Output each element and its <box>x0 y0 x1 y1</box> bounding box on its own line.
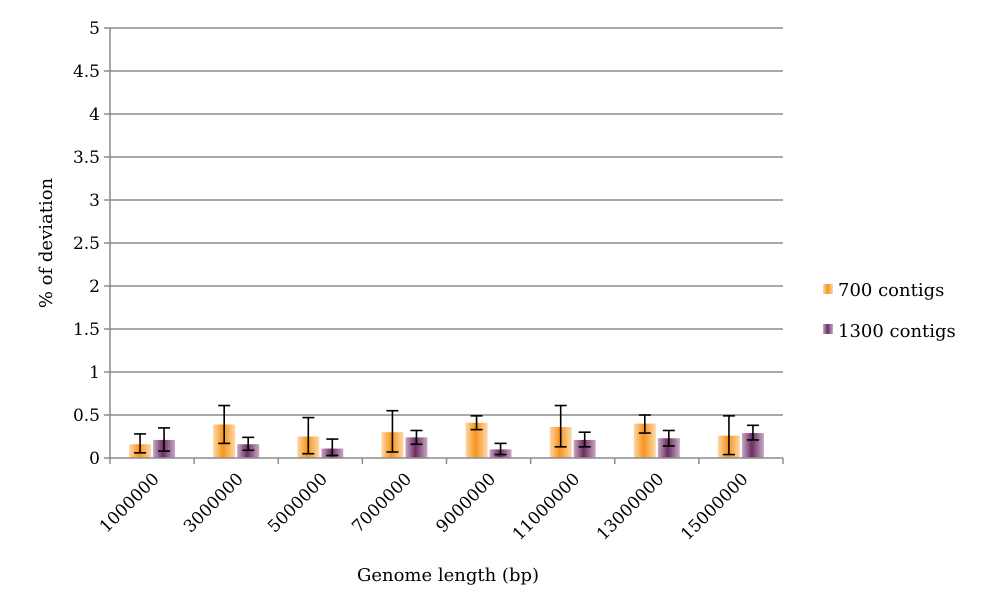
y-tick-label: 2 <box>89 277 100 297</box>
y-tick-label: 1 <box>89 363 100 383</box>
y-tick-label: 4 <box>89 105 100 125</box>
legend-swatch-700-contigs <box>823 284 833 294</box>
bar-1300-contigs <box>657 438 680 458</box>
legend-label-1300-contigs: 1300 contigs <box>838 321 956 342</box>
x-tick-label: 7000000 <box>348 469 416 537</box>
y-tick-label: 5 <box>89 19 100 39</box>
legend-label-700-contigs: 700 contigs <box>838 280 944 301</box>
x-tick-label: 11000000 <box>509 469 584 544</box>
x-tick-label: 9000000 <box>432 469 500 537</box>
y-axis-title: % of deviation <box>36 177 57 308</box>
bar-700-contigs <box>465 422 488 458</box>
y-tick-label: 3.5 <box>73 148 100 168</box>
x-tick-label: 5000000 <box>264 469 332 537</box>
error-bars <box>134 404 759 457</box>
bar-700-contigs <box>633 423 656 458</box>
legend-swatch-1300-contigs <box>823 324 833 334</box>
y-tick-label: 1.5 <box>73 320 100 340</box>
y-tick-label: 2.5 <box>73 234 100 254</box>
y-tick-label: 0 <box>89 449 100 469</box>
x-tick-label: 15000000 <box>677 469 752 544</box>
x-tick-label: 13000000 <box>593 469 668 544</box>
bar-1300-contigs <box>573 439 596 458</box>
axes <box>104 27 784 464</box>
bar-1300-contigs <box>237 444 260 458</box>
y-tick-label: 4.5 <box>73 62 100 82</box>
x-tick-label: 1000000 <box>96 469 164 537</box>
y-tick-label: 3 <box>89 191 100 211</box>
y-tick-label: 0.5 <box>73 406 100 426</box>
x-tick-label: 3000000 <box>180 469 248 537</box>
legend: 700 contigs 1300 contigs <box>823 280 956 342</box>
x-axis-title: Genome length (bp) <box>357 565 539 586</box>
bar-1300-contigs <box>405 437 428 458</box>
tick-labels: 0 0.5 1 1.5 2 2.5 3 3.5 4 4.5 5 1000000 3000000 50000… <box>73 19 753 545</box>
gridlines <box>110 27 783 416</box>
